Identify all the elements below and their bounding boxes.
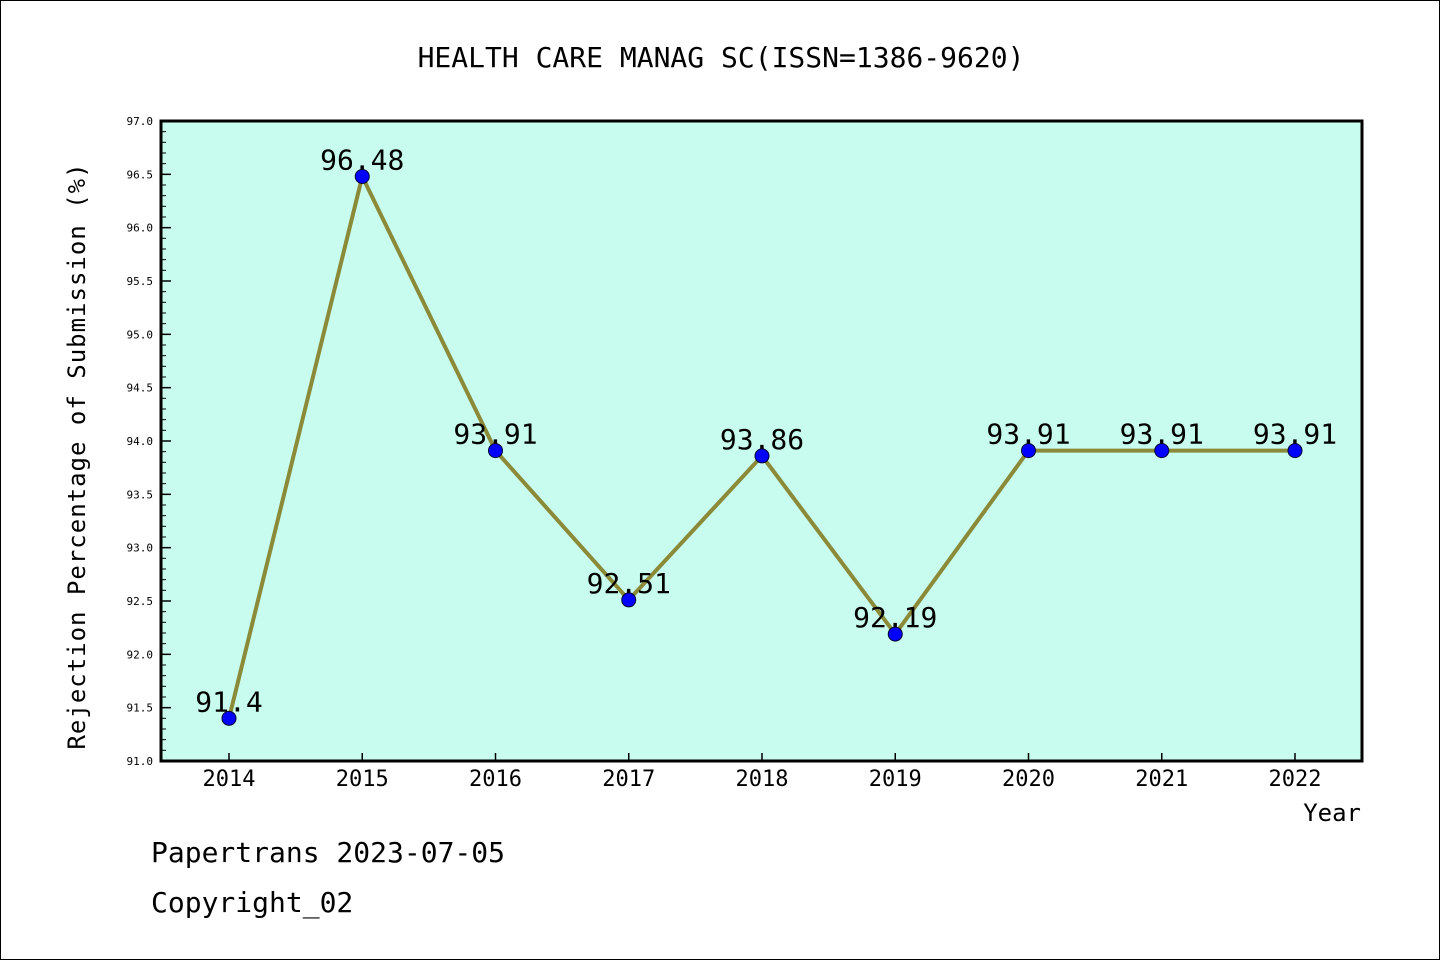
- data-label: 93.91: [1120, 418, 1204, 451]
- x-tick-label: 2017: [602, 767, 655, 792]
- data-label: 92.19: [853, 601, 937, 634]
- y-tick-label: 92.5: [127, 595, 154, 608]
- y-tick-label: 96.0: [127, 222, 154, 235]
- x-tick-label: 2020: [1002, 767, 1055, 792]
- x-tick-label: 2015: [336, 767, 389, 792]
- x-tick-label: 2018: [736, 767, 789, 792]
- data-point: [621, 592, 637, 608]
- y-tick-label: 97.0: [127, 115, 154, 128]
- y-tick-label: 95.0: [127, 328, 154, 341]
- plot-area: [159, 119, 1364, 763]
- data-label: 91.4: [195, 685, 262, 718]
- data-label: 96.48: [320, 143, 404, 176]
- data-label: 93.91: [453, 418, 537, 451]
- footer-copyright: Copyright_02: [151, 886, 354, 919]
- y-axis-ticks: 91.0 91.5 92.0 92.5 93.0 93.5 94.0 94.5 95.0 95.5…: [127, 115, 171, 768]
- x-tick-label: 2014: [203, 767, 256, 792]
- x-tick-label: 2022: [1269, 767, 1322, 792]
- data-label: 93.91: [1253, 418, 1337, 451]
- y-axis-label: Rejection Percentage of Submission (%): [63, 162, 91, 749]
- x-axis-label: Year: [1303, 799, 1361, 827]
- data-point: [354, 168, 370, 184]
- x-tick-label: 2021: [1135, 767, 1188, 792]
- footer-date: Papertrans 2023-07-05: [151, 836, 506, 869]
- data-label: 93.91: [986, 418, 1070, 451]
- data-point: [1154, 443, 1170, 459]
- data-label: 92.51: [587, 567, 671, 600]
- y-tick-label: 91.0: [127, 755, 154, 768]
- data-label: 93.86: [720, 423, 804, 456]
- y-tick-label: 91.5: [127, 702, 154, 715]
- x-tick-label: 2019: [869, 767, 922, 792]
- y-tick-label: 94.0: [127, 435, 154, 448]
- chart-title: HEALTH CARE MANAG SC(ISSN=1386-9620): [418, 41, 1025, 74]
- data-point: [754, 448, 770, 464]
- data-label-layer: 91.4 96.48 93.91 92.51 93.86 92.19 93.91 93.91 9…: [195, 143, 1337, 718]
- data-point: [488, 443, 503, 459]
- data-point: [887, 626, 903, 642]
- x-tick-label: 2016: [469, 767, 522, 792]
- series-layer: [221, 168, 1303, 726]
- y-tick-label: 94.5: [127, 382, 154, 395]
- x-axis-ticks: 2014 2015 2016 2017 2018 2019 2020 2021 2022: [203, 753, 1322, 792]
- data-point: [1021, 443, 1036, 459]
- y-tick-label: 95.5: [127, 275, 154, 288]
- data-point: [221, 710, 237, 726]
- y-tick-label: 93.5: [127, 488, 154, 501]
- y-tick-label: 96.5: [127, 168, 154, 181]
- y-tick-label: 93.0: [127, 542, 154, 555]
- data-point: [1287, 443, 1303, 459]
- y-tick-label: 92.0: [127, 648, 154, 661]
